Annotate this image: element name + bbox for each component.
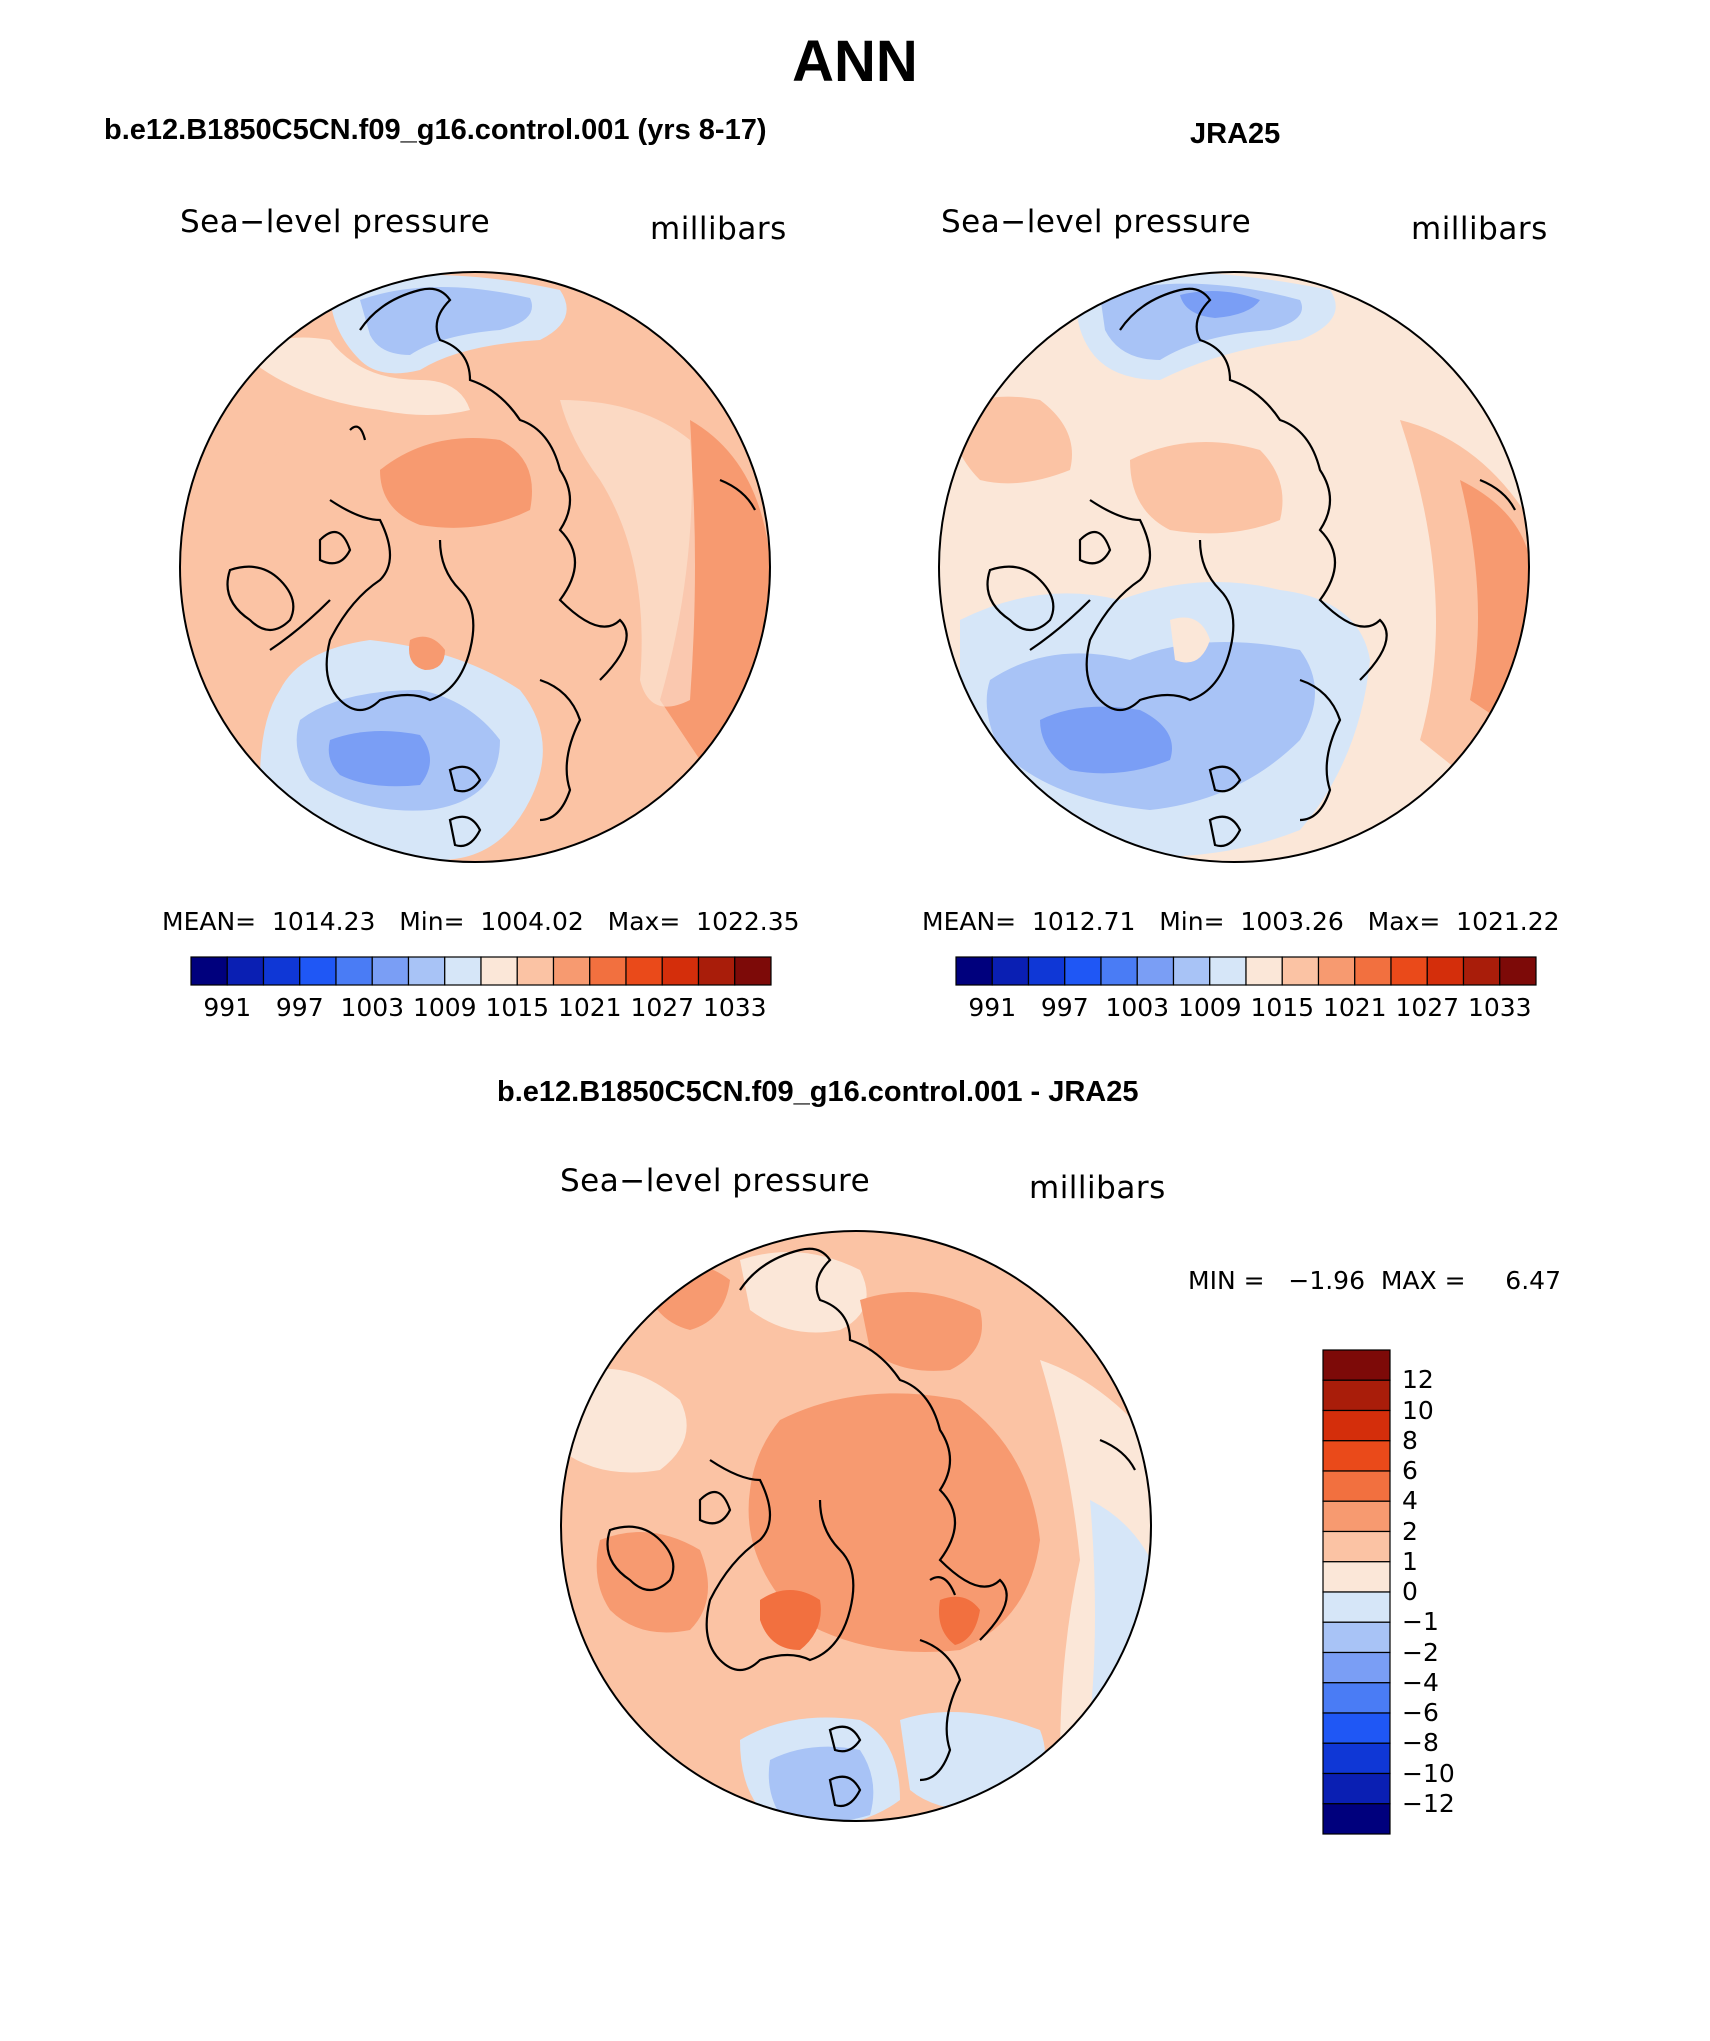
colorbar-tick-label: −1 bbox=[1402, 1607, 1439, 1637]
diff-polar-map bbox=[560, 1230, 1152, 1822]
colorbar-swatch bbox=[1317, 956, 1356, 986]
colorbar-tick-label: 1003 bbox=[340, 993, 405, 1022]
colorbar-tick-label: 1021 bbox=[557, 993, 622, 1022]
obs-variable-label: Sea−level pressure bbox=[941, 204, 1252, 240]
colorbar-swatch bbox=[734, 956, 772, 986]
colorbar-tick-label: 10 bbox=[1402, 1395, 1434, 1425]
colorbar-swatch bbox=[1064, 956, 1102, 986]
colorbar-swatch bbox=[226, 956, 265, 986]
colorbar-tick-label: 1015 bbox=[1250, 993, 1315, 1022]
main-title: ANN bbox=[792, 29, 918, 94]
colorbar-swatch bbox=[697, 956, 736, 986]
colorbar-swatch bbox=[1172, 956, 1211, 986]
colorbar-swatch bbox=[262, 956, 301, 986]
colorbar-swatch bbox=[1322, 1440, 1391, 1472]
obs-panel-title: JRA25 bbox=[1190, 118, 1281, 150]
colorbar-swatch bbox=[371, 956, 410, 986]
colorbar-tick-label: −8 bbox=[1402, 1728, 1439, 1758]
obs-units-label: millibars bbox=[1411, 211, 1548, 247]
colorbar-swatch bbox=[1322, 1561, 1391, 1593]
model-units-label: millibars bbox=[650, 211, 787, 247]
model-panel-title: b.e12.B1850C5CN.f09_g16.control.001 (yrs… bbox=[104, 114, 767, 146]
colorbar-swatch bbox=[1322, 1803, 1391, 1835]
diff-panel-title: b.e12.B1850C5CN.f09_g16.control.001 - JR… bbox=[497, 1076, 1139, 1108]
colorbar-swatch bbox=[407, 956, 446, 986]
colorbar-tick-label: 1 bbox=[1402, 1546, 1418, 1576]
colorbar-swatch bbox=[1322, 1591, 1391, 1623]
colorbar-swatch bbox=[1426, 956, 1465, 986]
colorbar-tick-label: 12 bbox=[1402, 1365, 1434, 1395]
colorbar-tick-label: 997 bbox=[1040, 993, 1089, 1022]
colorbar-tick-label: 1033 bbox=[1467, 993, 1532, 1022]
colorbar-swatch bbox=[1209, 956, 1247, 986]
colorbar-swatch bbox=[1136, 956, 1175, 986]
colorbar-tick-label: 997 bbox=[275, 993, 324, 1022]
colorbar-tick-label: −2 bbox=[1402, 1637, 1439, 1667]
colorbar-swatch bbox=[1100, 956, 1138, 986]
colorbar-tick-label: 1009 bbox=[1177, 993, 1242, 1022]
colorbar-tick-label: 1003 bbox=[1105, 993, 1170, 1022]
colorbar-swatch bbox=[1322, 1409, 1391, 1442]
model-variable-label: Sea−level pressure bbox=[180, 204, 491, 240]
diff-units-label: millibars bbox=[1029, 1170, 1166, 1206]
colorbar-swatch bbox=[991, 956, 1030, 986]
colorbar-swatch bbox=[1322, 1651, 1391, 1684]
colorbar-swatch bbox=[1322, 1712, 1391, 1744]
colorbar-swatch bbox=[1322, 1379, 1391, 1412]
colorbar-swatch bbox=[1322, 1621, 1391, 1654]
colorbar-tick-label: 991 bbox=[203, 993, 252, 1022]
colorbar-swatch bbox=[1322, 1500, 1391, 1533]
colorbar-swatch bbox=[1322, 1530, 1391, 1563]
model-stats: MEAN= 1014.23 Min= 1004.02 Max= 1022.35 bbox=[162, 907, 800, 936]
obs-polar-map bbox=[938, 271, 1530, 863]
colorbar-tick-label: −10 bbox=[1402, 1758, 1455, 1788]
colorbar-swatch bbox=[190, 956, 228, 986]
colorbar-swatch bbox=[480, 956, 518, 986]
colorbar-swatch bbox=[299, 956, 337, 986]
colorbar-tick-label: 1027 bbox=[1395, 993, 1460, 1022]
colorbar-tick-label: 0 bbox=[1402, 1577, 1418, 1606]
colorbar-swatch bbox=[1354, 956, 1392, 986]
colorbar-tick-label: 2 bbox=[1402, 1516, 1418, 1546]
model-polar-map bbox=[179, 271, 771, 863]
colorbar-swatch bbox=[335, 956, 373, 986]
obs-colorbar bbox=[955, 956, 1537, 986]
colorbar-swatch bbox=[552, 956, 591, 986]
colorbar-tick-label: 1021 bbox=[1322, 993, 1387, 1022]
model-colorbar bbox=[190, 956, 772, 986]
colorbar-swatch bbox=[589, 956, 627, 986]
colorbar-tick-label: 4 bbox=[1402, 1486, 1418, 1516]
colorbar-tick-label: 8 bbox=[1402, 1425, 1418, 1455]
colorbar-tick-label: −4 bbox=[1402, 1667, 1439, 1697]
colorbar-swatch bbox=[1462, 956, 1501, 986]
colorbar-tick-label: 1009 bbox=[412, 993, 477, 1022]
colorbar-swatch bbox=[1390, 956, 1428, 986]
colorbar-tick-label: −12 bbox=[1402, 1788, 1455, 1818]
colorbar-tick-label: 1015 bbox=[485, 993, 550, 1022]
diff-colorbar bbox=[1322, 1349, 1391, 1835]
colorbar-swatch bbox=[1322, 1682, 1391, 1714]
colorbar-tick-label: 991 bbox=[968, 993, 1017, 1022]
colorbar-swatch bbox=[1281, 956, 1320, 986]
colorbar-tick-label: 1027 bbox=[630, 993, 695, 1022]
colorbar-swatch bbox=[1322, 1772, 1391, 1805]
colorbar-swatch bbox=[516, 956, 555, 986]
colorbar-swatch bbox=[1245, 956, 1283, 986]
colorbar-tick-label: −6 bbox=[1402, 1698, 1439, 1727]
colorbar-tick-label: 6 bbox=[1402, 1456, 1418, 1485]
colorbar-swatch bbox=[625, 956, 663, 986]
diff-variable-label: Sea−level pressure bbox=[560, 1163, 871, 1199]
colorbar-swatch bbox=[1322, 1742, 1391, 1775]
colorbar-swatch bbox=[1499, 956, 1537, 986]
colorbar-swatch bbox=[444, 956, 482, 986]
colorbar-swatch bbox=[1322, 1470, 1391, 1502]
colorbar-swatch bbox=[661, 956, 700, 986]
colorbar-swatch bbox=[955, 956, 993, 986]
colorbar-swatch bbox=[1322, 1349, 1391, 1381]
colorbar-tick-label: 1033 bbox=[702, 993, 767, 1022]
obs-stats: MEAN= 1012.71 Min= 1003.26 Max= 1021.22 bbox=[922, 907, 1560, 936]
colorbar-swatch bbox=[1027, 956, 1066, 986]
diff-stats: MIN = −1.96 MAX = 6.47 bbox=[1188, 1266, 1561, 1295]
